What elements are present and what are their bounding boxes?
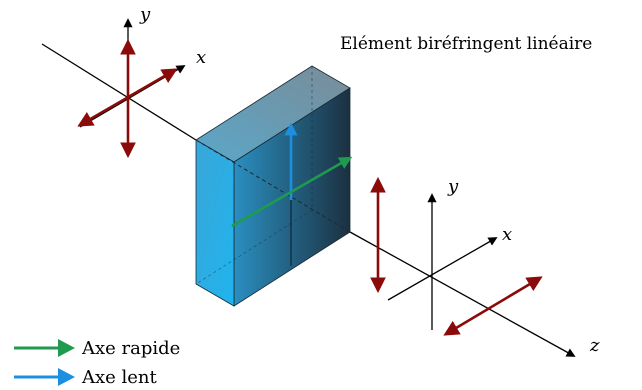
diagram-title: Elément biréfringent linéaire [340,34,592,54]
right-y-label: y [447,176,459,197]
legend-slow-axis-label: Axe lent [81,367,158,388]
birefringent-crystal [195,65,353,307]
legend: Axe rapide Axe lent [14,338,180,388]
crystal-front-face [195,139,235,307]
left-y-label: y [139,4,151,25]
z-label: z [589,335,600,356]
left-coordinate-system [77,18,186,159]
right-diagonal-polarization-arrow [443,276,543,336]
legend-item-slow-axis: Axe lent [14,367,158,388]
right-x-label: x [502,224,512,245]
right-x-axis [387,237,498,301]
propagation-axis-front [349,231,576,357]
left-x-label: x [196,47,206,68]
right-coordinate-system [387,193,543,336]
left-diagonal-polarization-arrow [77,68,178,127]
legend-item-fast-axis: Axe rapide [14,338,180,359]
propagation-axis-inside [195,139,351,233]
legend-fast-axis-label: Axe rapide [81,338,180,359]
fast-axis-arrow [231,156,353,228]
propagation-axis-back [41,43,197,141]
